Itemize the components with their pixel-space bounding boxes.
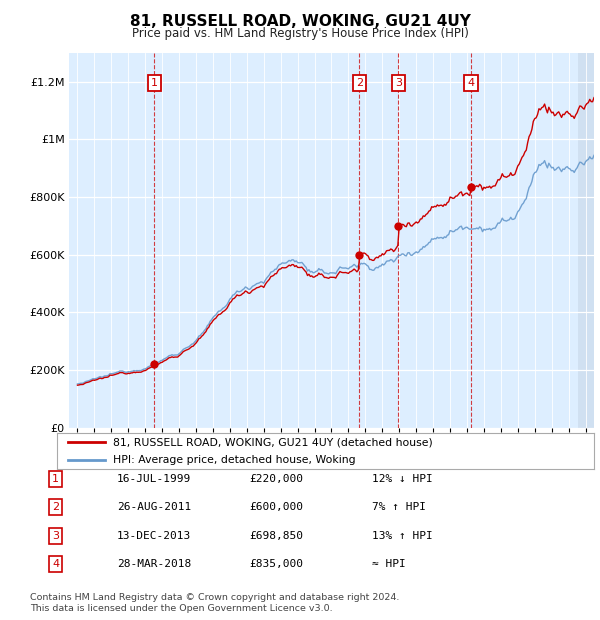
Text: 3: 3 [395,78,402,87]
Text: 13-DEC-2013: 13-DEC-2013 [117,531,191,541]
Text: 3: 3 [52,531,59,541]
Text: 16-JUL-1999: 16-JUL-1999 [117,474,191,484]
Text: 12% ↓ HPI: 12% ↓ HPI [372,474,433,484]
Text: 4: 4 [467,78,475,87]
Text: HPI: Average price, detached house, Woking: HPI: Average price, detached house, Woki… [113,455,356,466]
Text: 1: 1 [151,78,158,87]
Text: 4: 4 [52,559,59,569]
Text: £698,850: £698,850 [249,531,303,541]
Text: 26-AUG-2011: 26-AUG-2011 [117,502,191,512]
Text: 81, RUSSELL ROAD, WOKING, GU21 4UY (detached house): 81, RUSSELL ROAD, WOKING, GU21 4UY (deta… [113,437,433,448]
Text: £220,000: £220,000 [249,474,303,484]
Text: ≈ HPI: ≈ HPI [372,559,406,569]
Text: Price paid vs. HM Land Registry's House Price Index (HPI): Price paid vs. HM Land Registry's House … [131,27,469,40]
Text: 1: 1 [52,474,59,484]
Text: 2: 2 [52,502,59,512]
Text: 7% ↑ HPI: 7% ↑ HPI [372,502,426,512]
Text: 81, RUSSELL ROAD, WOKING, GU21 4UY: 81, RUSSELL ROAD, WOKING, GU21 4UY [130,14,470,29]
Text: £600,000: £600,000 [249,502,303,512]
Text: 2: 2 [356,78,363,87]
Text: £835,000: £835,000 [249,559,303,569]
Bar [578,53,594,428]
Text: 13% ↑ HPI: 13% ↑ HPI [372,531,433,541]
Text: Contains HM Land Registry data © Crown copyright and database right 2024.
This d: Contains HM Land Registry data © Crown c… [30,593,400,613]
Text: 28-MAR-2018: 28-MAR-2018 [117,559,191,569]
